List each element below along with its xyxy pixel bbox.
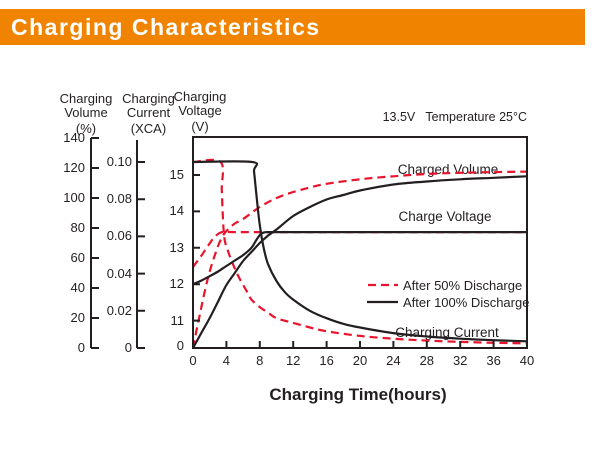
- x-tick-label: 16: [319, 353, 334, 368]
- legend-label-50-discharge: After 50% Discharge: [403, 278, 523, 293]
- volume-axis-title: Charging Volume: [59, 91, 113, 121]
- volume-tick-label: 40: [70, 280, 85, 295]
- volume-axis-unit: (%): [75, 121, 97, 136]
- current-tick-label: 0: [124, 340, 132, 355]
- volume-tick-label: 0: [77, 340, 85, 355]
- x-tick-label: 32: [452, 353, 468, 368]
- condition-annotation: 13.5V Temperature 25°C: [382, 110, 527, 124]
- curve-charged-volume-after-100-discharge: [192, 175, 528, 349]
- voltage-tick-label: 11: [170, 312, 185, 328]
- legend-label-100-discharge: After 100% Discharge: [403, 295, 530, 310]
- volume-tick-label: 120: [63, 160, 85, 175]
- volume-axis-line: [90, 137, 99, 349]
- voltage-tick-label: 13: [169, 239, 184, 255]
- voltage-tick-label: 12: [169, 276, 184, 292]
- curve-charge-voltage-after-100-discharge: [192, 230, 527, 286]
- voltage-axis-unit: (V): [191, 119, 209, 134]
- x-tick-label: 40: [519, 353, 535, 368]
- curve-charging-current-after-50-discharge: [192, 158, 528, 345]
- voltage-zero-label: 0: [176, 338, 184, 353]
- curve-charged-volume-after-50-discharge: [191, 170, 528, 349]
- x-tick-label: 36: [486, 353, 501, 368]
- charge-voltage-label: Charge Voltage: [398, 209, 492, 224]
- current-tick-label: 0.06: [106, 228, 132, 244]
- current-tick-label: 0.10: [106, 154, 132, 169]
- x-tick-label: 24: [386, 353, 401, 368]
- current-tick-label: 0.02: [106, 302, 132, 318]
- volume-tick-label: 100: [63, 190, 85, 205]
- curve-charging-current-after-100-discharge: [192, 160, 528, 343]
- x-axis-label: Charging Time(hours): [269, 385, 447, 404]
- current-tick-label: 0.04: [106, 265, 132, 281]
- x-tick-label: 4: [222, 353, 230, 368]
- page-title: Charging Characteristics: [11, 14, 321, 40]
- voltage-tick-label: 15: [169, 167, 184, 182]
- voltage-tick-label: 14: [169, 203, 184, 219]
- voltage-axis-title: Charging Voltage: [173, 89, 227, 119]
- header-bar: Charging Characteristics: [0, 9, 585, 45]
- current-tick-label: 0.08: [106, 191, 132, 207]
- x-tick-label: 12: [285, 353, 301, 368]
- current-axis-title: Charging Current: [122, 91, 175, 121]
- current-axis-line: [136, 140, 145, 349]
- x-tick-label: 20: [352, 353, 368, 368]
- plot-frame: [192, 136, 528, 349]
- x-tick-label: 0: [189, 353, 197, 368]
- volume-tick-label: 20: [70, 310, 85, 325]
- x-tick-label: 8: [256, 353, 264, 368]
- volume-tick-label: 60: [70, 250, 85, 265]
- volume-tick-label: 140: [63, 130, 85, 145]
- volume-tick-label: 80: [70, 220, 85, 235]
- current-axis-unit: (XCA): [130, 121, 167, 136]
- x-tick-label: 28: [419, 353, 435, 368]
